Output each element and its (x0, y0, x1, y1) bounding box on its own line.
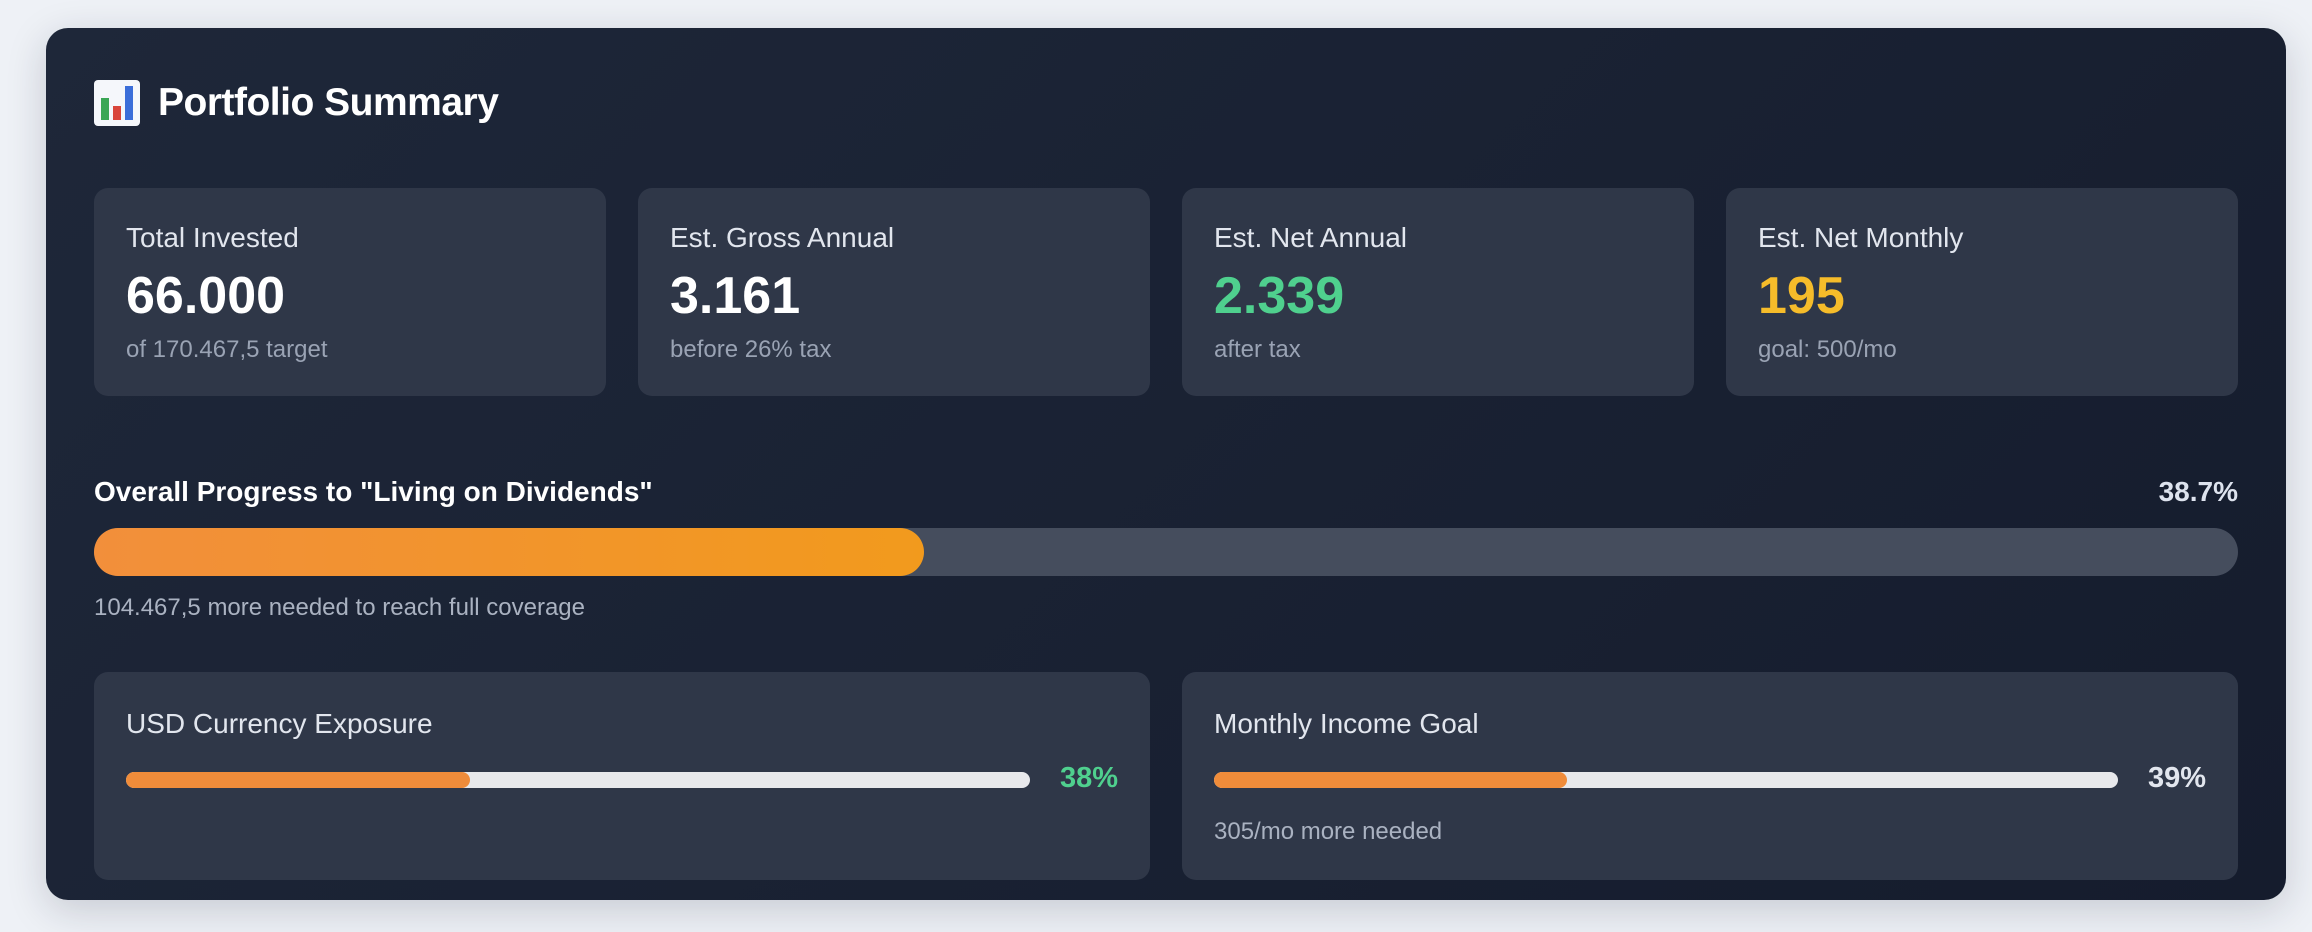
currency-progress-track (126, 772, 1030, 788)
card-label: Est. Gross Annual (670, 222, 895, 253)
card-label: Monthly Income Goal (1214, 708, 1479, 739)
panel-title: Portfolio Summary (158, 81, 499, 124)
overall-progress-fill (94, 528, 924, 576)
card-label: Est. Net Annual (1214, 222, 1408, 253)
overall-progress-label: Overall Progress to "Living on Dividends… (94, 476, 653, 507)
card-est-gross-annual: Est. Gross Annual 3.161 before 26% tax (638, 188, 1150, 396)
card-total-invested: Total Invested 66.000 of 170.467,5 targe… (94, 188, 606, 396)
card-value: 195 (1758, 267, 1845, 325)
card-label: Est. Net Monthly (1758, 222, 1964, 253)
card-est-net-monthly: Est. Net Monthly 195 goal: 500/mo (1726, 188, 2238, 396)
overall-progress-track (94, 528, 2238, 576)
card-subtext: of 170.467,5 target (126, 336, 328, 363)
card-label: USD Currency Exposure (126, 708, 433, 739)
income-goal-progress-fill (1214, 772, 1567, 788)
card-subtext: goal: 500/mo (1758, 336, 1897, 363)
card-value: 3.161 (670, 267, 801, 325)
card-label: Total Invested (126, 222, 299, 253)
card-subtext: before 26% tax (670, 336, 832, 363)
income-goal-progress-track (1214, 772, 2118, 788)
summary-cards: Total Invested 66.000 of 170.467,5 targe… (94, 188, 2238, 396)
card-value: 2.339 (1214, 267, 1345, 325)
usd-currency-exposure-card: USD Currency Exposure 38% (94, 672, 1150, 880)
overall-progress-percent: 38.7% (2158, 476, 2238, 507)
overall-progress-note: 104.467,5 more needed to reach full cove… (94, 594, 586, 621)
panel-header: Portfolio Summary (94, 80, 499, 126)
card-subtext: after tax (1214, 336, 1301, 363)
income-goal-note: 305/mo more needed (1214, 818, 1443, 845)
bar-chart-icon (94, 80, 140, 126)
portfolio-summary-panel: Portfolio Summary Total Invested 66.000 … (46, 28, 2286, 900)
monthly-income-goal-card: Monthly Income Goal 39% 305/mo more need… (1182, 672, 2238, 880)
card-value: 66.000 (126, 267, 286, 325)
currency-percent: 38% (1059, 762, 1118, 794)
card-est-net-annual: Est. Net Annual 2.339 after tax (1182, 188, 1694, 396)
income-goal-percent: 39% (2147, 762, 2206, 794)
currency-progress-fill (126, 772, 470, 788)
